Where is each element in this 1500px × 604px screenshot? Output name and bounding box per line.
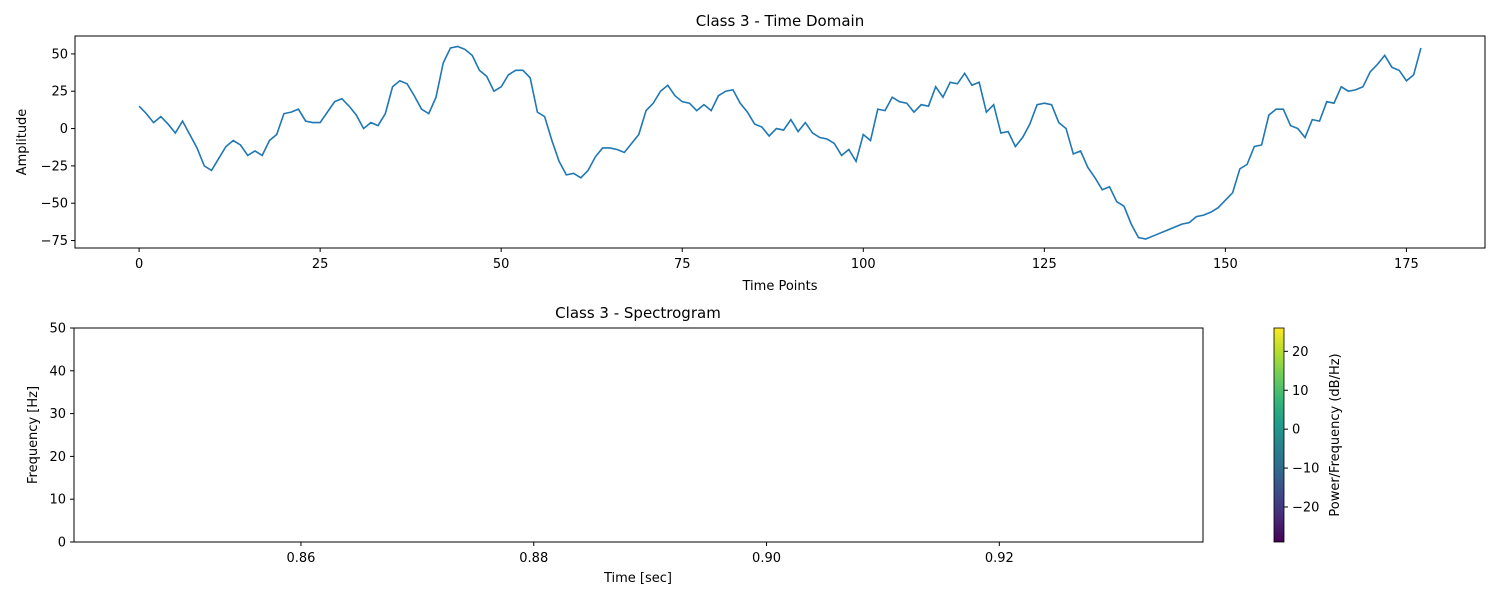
time-domain-y-ticks: −75 −50 −25 0 25 50 xyxy=(41,47,75,249)
x-tick-label: 0.86 xyxy=(286,551,315,566)
y-tick-label: −25 xyxy=(41,159,68,174)
colorbar-ticks: −20 −10 0 10 20 xyxy=(1284,345,1319,516)
amplitude-series-points xyxy=(139,46,1421,239)
time-domain-x-label: Time Points xyxy=(742,279,818,294)
x-tick-label: 0.90 xyxy=(752,551,781,566)
y-tick-label: 10 xyxy=(49,493,66,508)
spectrogram-x-ticks: 0.86 0.88 0.90 0.92 xyxy=(286,542,1013,566)
x-tick-label: 175 xyxy=(1394,257,1419,272)
colorbar: −20 −10 0 10 20 Power/Frequency (dB/Hz) xyxy=(1274,328,1343,542)
spectrogram-title: Class 3 - Spectrogram xyxy=(555,304,721,322)
spectrogram-y-ticks: 0 10 20 30 40 50 xyxy=(49,322,74,551)
spectrogram-plot-frame xyxy=(74,328,1203,542)
colorbar-label: Power/Frequency (dB/Hz) xyxy=(1328,353,1343,516)
colorbar-tick-label: −10 xyxy=(1292,462,1319,477)
colorbar-tick-label: 10 xyxy=(1292,384,1309,399)
y-tick-label: 50 xyxy=(49,322,66,337)
x-tick-label: 150 xyxy=(1213,257,1238,272)
time-domain-title: Class 3 - Time Domain xyxy=(696,12,864,30)
time-domain-y-label: Amplitude xyxy=(15,109,30,176)
x-tick-label: 50 xyxy=(493,257,510,272)
y-tick-label: 0 xyxy=(58,536,66,551)
spectrogram-x-label: Time [sec] xyxy=(603,571,672,586)
time-domain-panel: Class 3 - Time Domain −75 −50 −25 0 25 50 0 25… xyxy=(15,12,1485,294)
y-tick-label: 40 xyxy=(49,364,66,379)
colorbar-tick-label: −20 xyxy=(1292,500,1319,515)
x-tick-label: 75 xyxy=(674,257,691,272)
time-domain-x-ticks: 0 25 50 75 100 125 150 175 xyxy=(135,248,1419,272)
colorbar-tick-label: 20 xyxy=(1292,345,1309,360)
colorbar-tick-label: 0 xyxy=(1292,423,1300,438)
x-tick-label: 0.88 xyxy=(519,551,548,566)
y-tick-label: 30 xyxy=(49,407,66,422)
colorbar-gradient xyxy=(1274,328,1284,542)
y-tick-label: 20 xyxy=(49,450,66,465)
y-tick-label: 0 xyxy=(60,122,68,137)
x-tick-label: 0.92 xyxy=(985,551,1014,566)
x-tick-label: 100 xyxy=(851,257,876,272)
x-tick-label: 25 xyxy=(312,257,329,272)
time-domain-plot-frame xyxy=(75,36,1485,248)
y-tick-label: 50 xyxy=(51,47,68,62)
x-tick-label: 125 xyxy=(1032,257,1057,272)
amplitude-series-line xyxy=(139,46,1421,239)
y-tick-label: −50 xyxy=(41,197,68,212)
y-tick-label: 25 xyxy=(51,85,68,100)
spectrogram-y-label: Frequency [Hz] xyxy=(26,386,41,484)
y-tick-label: −75 xyxy=(41,234,68,249)
x-tick-label: 0 xyxy=(135,257,143,272)
